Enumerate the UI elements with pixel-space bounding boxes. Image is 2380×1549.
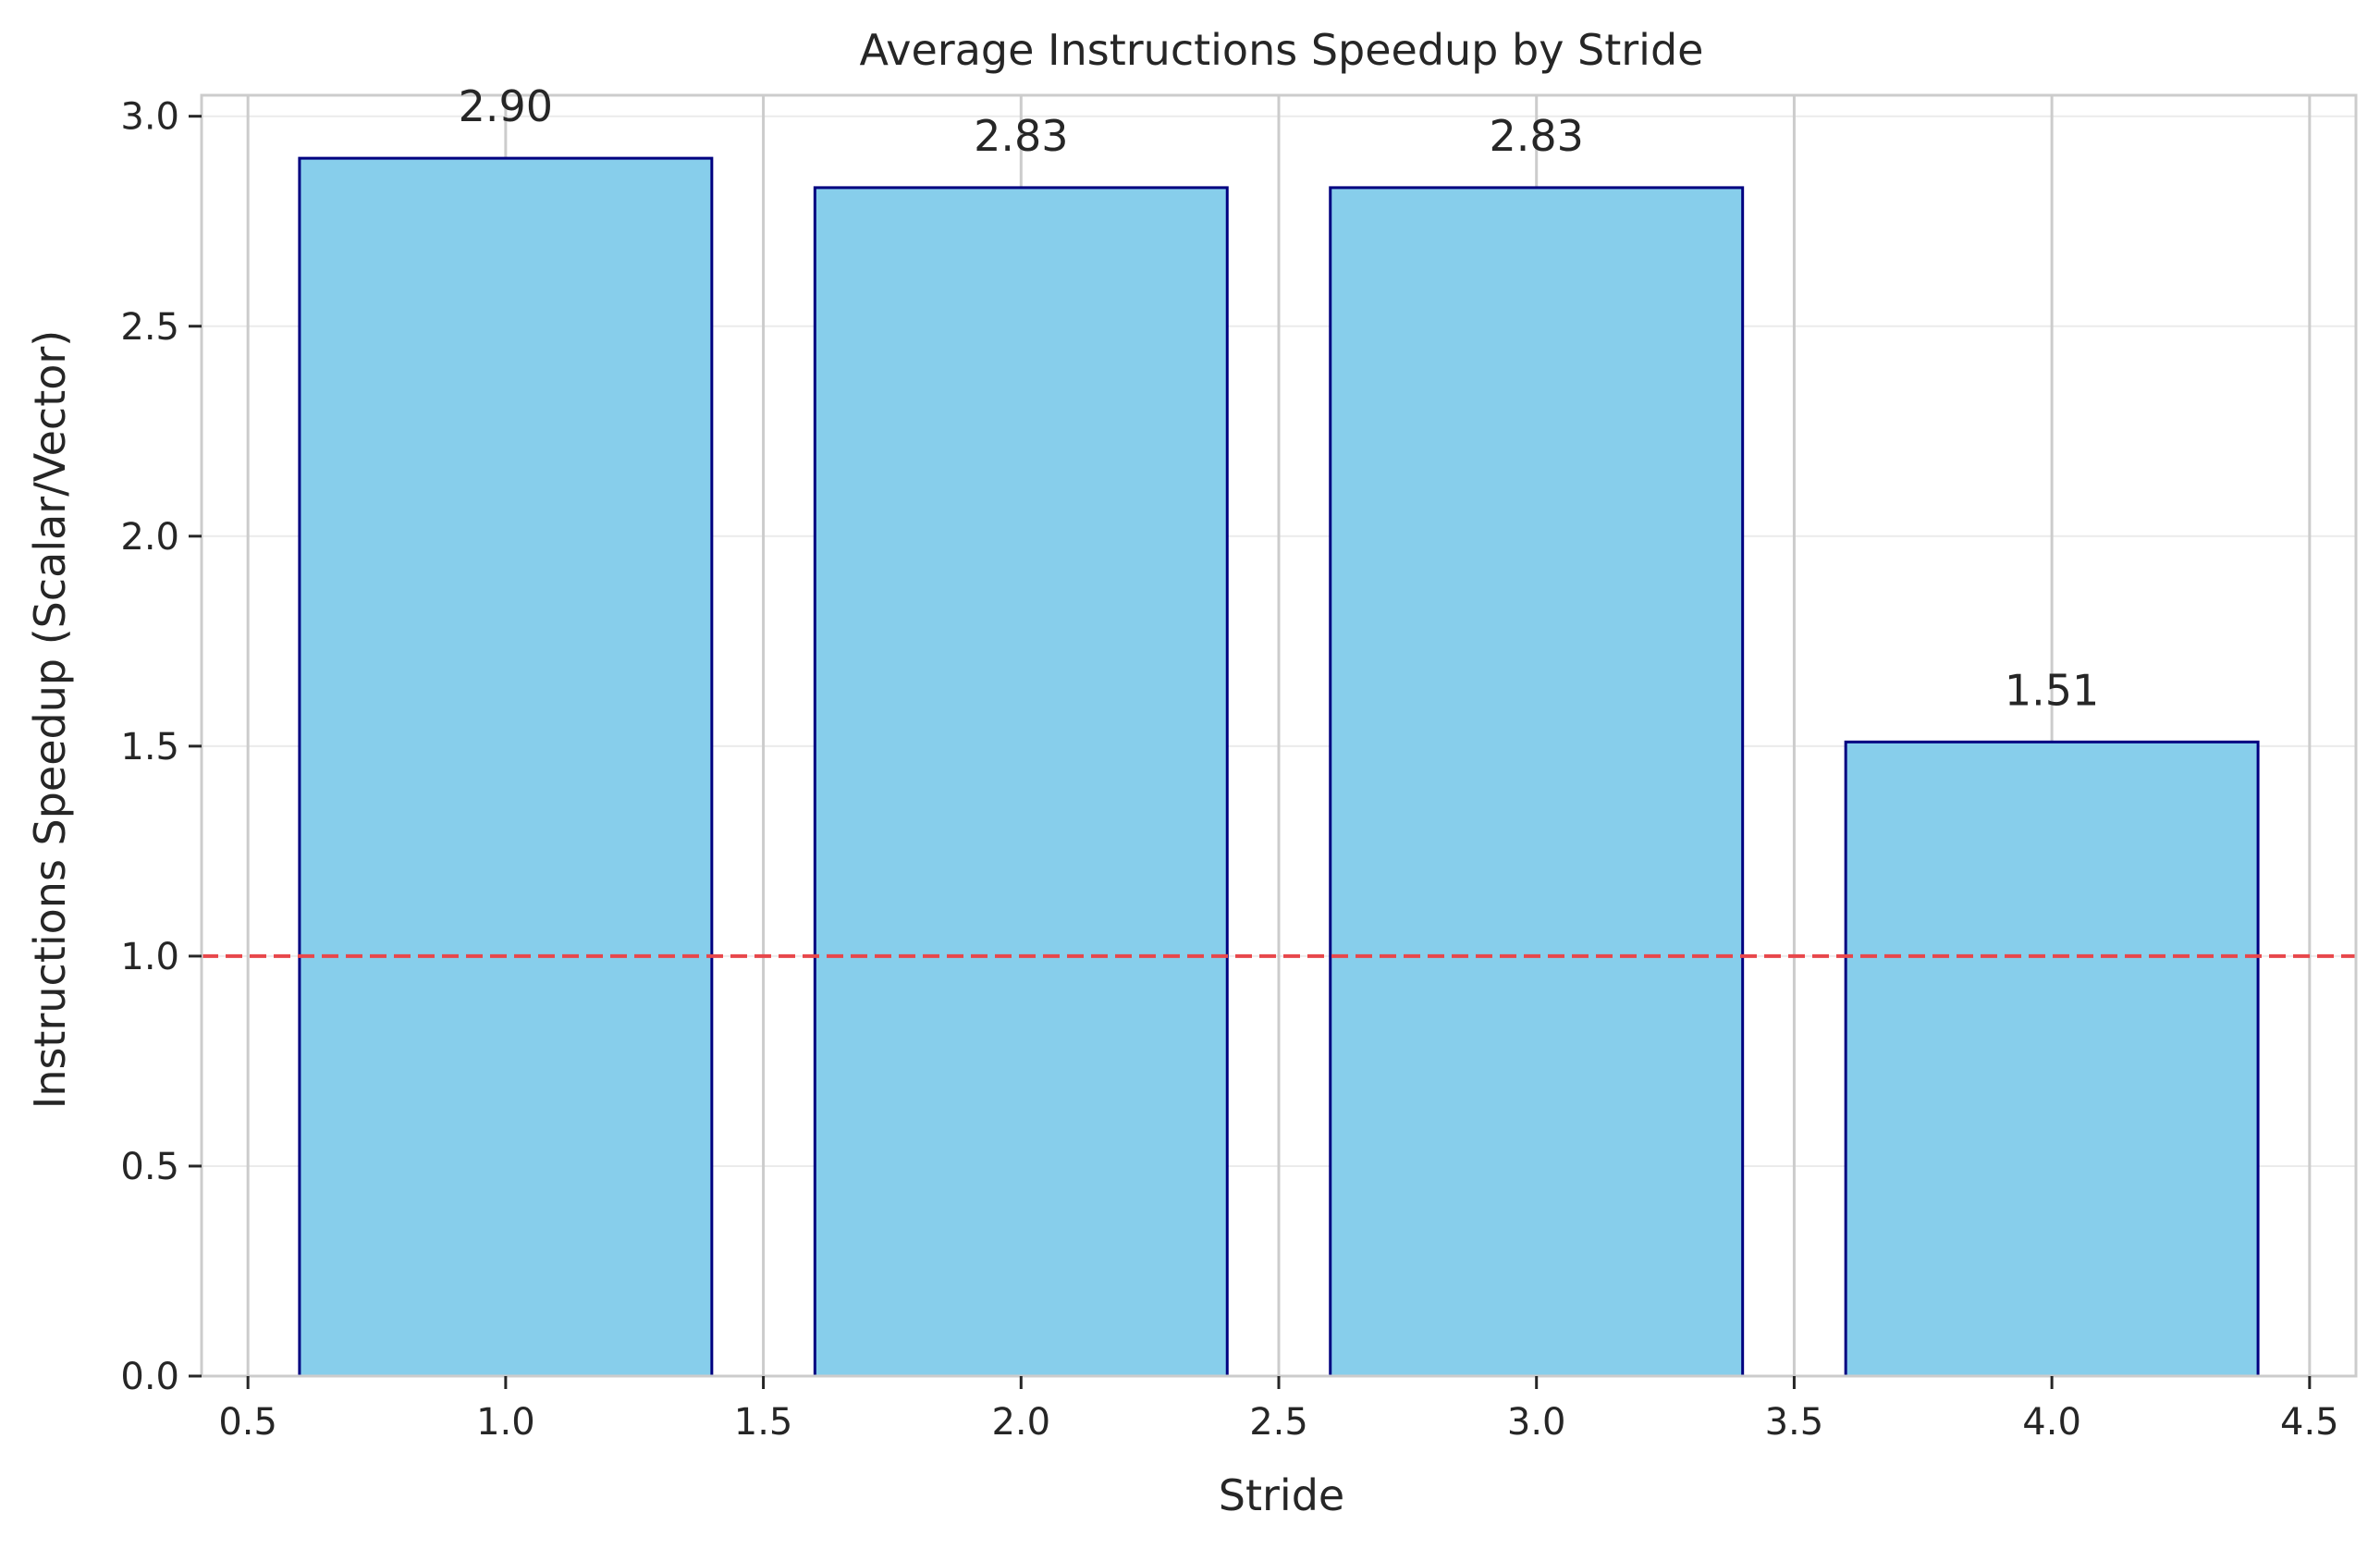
bar-value-label: 2.90 bbox=[459, 81, 553, 131]
bar bbox=[1329, 186, 1745, 1378]
bar bbox=[813, 186, 1229, 1378]
y-tick-label: 0.0 bbox=[120, 1356, 179, 1398]
bar-value-label: 2.83 bbox=[1489, 111, 1583, 161]
x-axis-label: Stride bbox=[1219, 1470, 1344, 1520]
y-tick-label: 0.5 bbox=[120, 1146, 179, 1188]
y-axis-label: Instructions Speedup (Scalar/Vector) bbox=[25, 330, 75, 1110]
x-tick-label: 0.5 bbox=[218, 1401, 277, 1444]
y-tick-label: 2.5 bbox=[120, 306, 179, 349]
x-tick-label: 1.5 bbox=[734, 1401, 793, 1444]
data-labels: 2.90 2.83 2.83 1.51 bbox=[459, 81, 2100, 715]
y-tick-label: 1.5 bbox=[120, 726, 179, 768]
x-tick-label: 4.5 bbox=[2280, 1401, 2339, 1444]
chart-title: Average Instructions Speedup by Stride bbox=[860, 25, 1704, 75]
bar-value-label: 1.51 bbox=[2005, 665, 2099, 715]
bars bbox=[298, 156, 2260, 1378]
x-tick-label: 4.0 bbox=[2022, 1401, 2081, 1444]
y-tick-label: 1.0 bbox=[120, 936, 179, 978]
x-tick-label: 3.5 bbox=[1765, 1401, 1824, 1444]
x-tick-label: 1.0 bbox=[476, 1401, 535, 1444]
y-tick-label: 2.0 bbox=[120, 516, 179, 559]
axis-ticks: 0.0 0.5 1.0 1.5 2.0 2.5 3.0 0.5 1.0 1.5 2.0 2.5 3.0 3… bbox=[120, 96, 2338, 1444]
bar bbox=[298, 156, 714, 1378]
x-tick-label: 3.0 bbox=[1507, 1401, 1566, 1444]
bar bbox=[1844, 740, 2260, 1378]
x-tick-label: 2.5 bbox=[1249, 1401, 1308, 1444]
bar-value-label: 2.83 bbox=[974, 111, 1068, 161]
x-tick-label: 2.0 bbox=[991, 1401, 1050, 1444]
y-tick-label: 3.0 bbox=[120, 96, 179, 139]
